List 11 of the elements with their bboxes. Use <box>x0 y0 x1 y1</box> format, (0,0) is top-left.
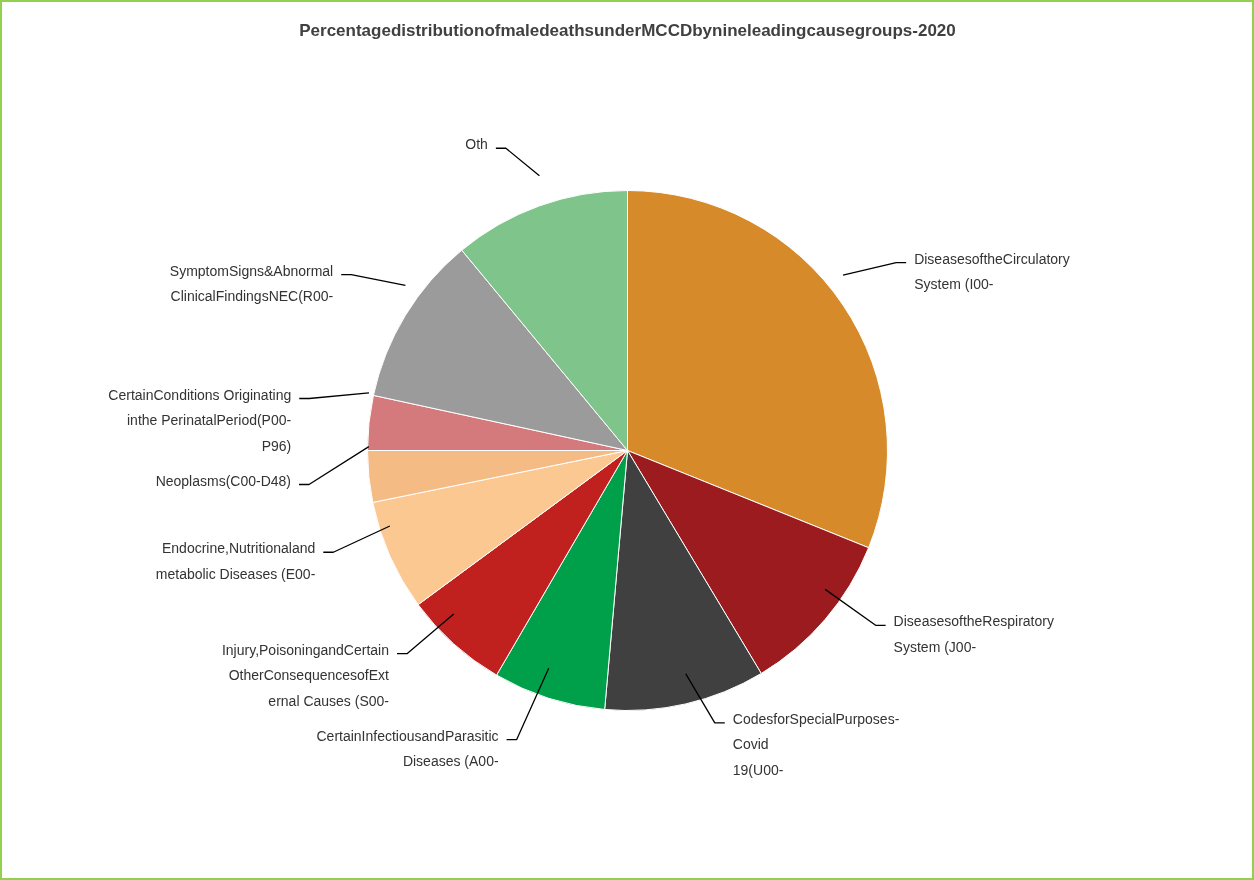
slice-label: SymptomSigns&Abnormal ClinicalFindingsNEC(R00- <box>169 262 334 305</box>
slice-label: Endocrine,Nutritionaland metabolic Diseases (E00- <box>155 540 316 582</box>
slice-label: DiseasesoftheCirculatory System (I00- <box>914 250 1070 293</box>
slice-label: CodesforSpecialPurposes- Covid 19(U00- <box>732 710 900 779</box>
slice-label: Neoplasms(C00-D48) <box>155 472 292 489</box>
slice-label: CertainInfectiousandParasitic Diseases (A00- <box>316 727 499 770</box>
slice-label: DiseasesoftheRespiratory System (J00- <box>893 613 1054 655</box>
slice-label: Injury,PoisoningandCertain OtherConsequencesofExt ernal Causes (S00- <box>221 641 390 709</box>
slice-label: Oth <box>465 136 488 153</box>
slice-label: CertainConditions Originating inthe PerinatalPeriod(P00- P96) <box>108 386 292 454</box>
chart-title: PercentagedistributionofmaledeathsunderMCCDbynineleadingcausegroups-2020 <box>299 21 956 40</box>
